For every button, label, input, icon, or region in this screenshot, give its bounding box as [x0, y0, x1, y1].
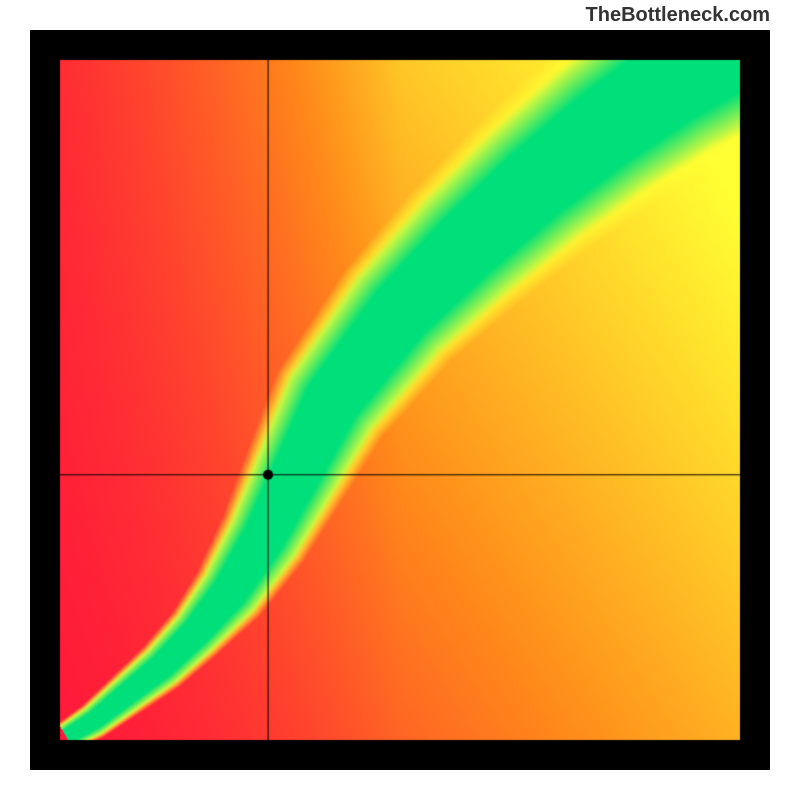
heatmap-canvas	[30, 30, 770, 770]
watermark-text: TheBottleneck.com	[586, 4, 770, 27]
bottleneck-heatmap	[30, 30, 770, 770]
